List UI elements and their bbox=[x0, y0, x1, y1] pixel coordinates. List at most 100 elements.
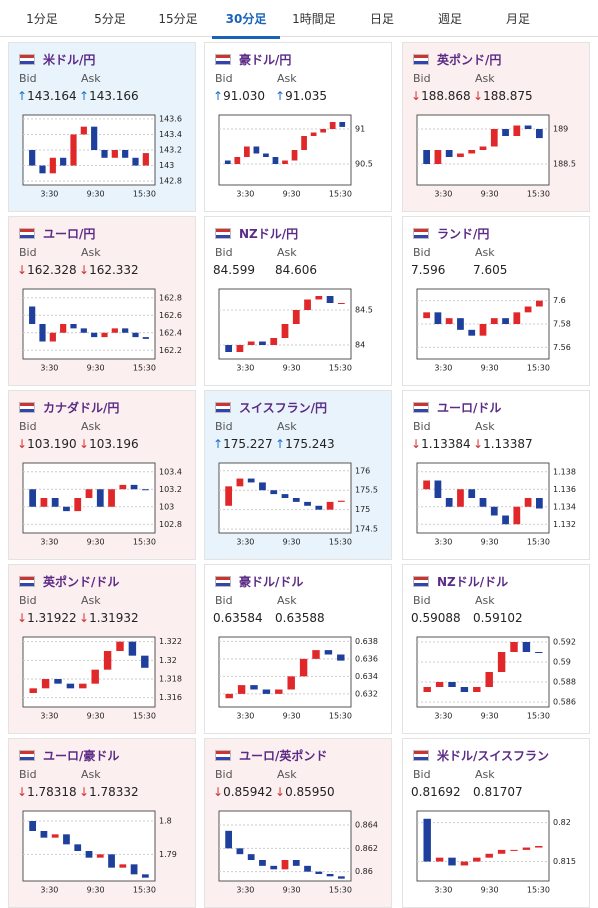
candle bbox=[111, 150, 118, 158]
bid-value: 0.81692 bbox=[411, 785, 461, 799]
y-tick-label: 189 bbox=[553, 125, 568, 134]
ask-label: Ask bbox=[475, 594, 495, 607]
trend-arrow: ↓ bbox=[79, 611, 90, 625]
timeframe-tab[interactable]: 月足 bbox=[505, 12, 530, 26]
bid-value: ↑143.164 bbox=[17, 89, 77, 103]
candle bbox=[116, 641, 124, 651]
x-tick-label: 15:30 bbox=[527, 538, 550, 547]
candle bbox=[490, 506, 498, 516]
pair-title: 米ドル/スイスフラン bbox=[437, 749, 550, 763]
candle bbox=[304, 865, 311, 872]
trend-arrow: ↓ bbox=[473, 89, 484, 103]
candle bbox=[479, 146, 487, 150]
candle bbox=[225, 345, 233, 352]
rate-panel[interactable]: スイスフラン/円 Bid Ask ↑175.227 ↑175.243 174.5 175 17… bbox=[204, 390, 392, 560]
rate-panel[interactable]: ランド/円 Bid Ask 7.596 7.605 7.56 7.58 7.6 3:30 9:30… bbox=[402, 216, 590, 386]
pair-title: 英ポンド/円 bbox=[437, 53, 502, 67]
bid-label: Bid bbox=[215, 246, 233, 259]
timeframe-tab[interactable]: 週足 bbox=[437, 12, 462, 26]
pair-title: ランド/円 bbox=[437, 227, 490, 241]
timeframe-tab[interactable]: 15分足 bbox=[158, 12, 198, 26]
rate-panel[interactable]: ユーロ/ドル Bid Ask ↓1.13384 ↓1.13387 1.132 1.134 1.… bbox=[402, 390, 590, 560]
rate-panel[interactable]: 米ドル/円 Bid Ask ↑143.164 ↑143.166 142.8 143 143.2… bbox=[8, 42, 196, 212]
rate-panel[interactable]: 豪ドル/円 Bid Ask ↑91.030 ↑91.035 90.5 91 3:30 9:30 1… bbox=[204, 42, 392, 212]
bid-label: Bid bbox=[215, 72, 233, 85]
y-tick-label: 7.58 bbox=[553, 320, 571, 329]
candle bbox=[513, 125, 521, 136]
flag-icon bbox=[413, 576, 429, 587]
candle bbox=[479, 498, 487, 507]
rate-panel[interactable]: NZドル/ドル Bid Ask 0.59088 0.59102 0.586 0.588 0.5… bbox=[402, 564, 590, 734]
rate-panel[interactable]: 英ポンド/円 Bid Ask ↓188.868 ↓188.875 188.5 189 3:30… bbox=[402, 42, 590, 212]
rate-panel[interactable]: 英ポンド/ドル Bid Ask ↓1.31922 ↓1.31932 1.316 1.318 1… bbox=[8, 564, 196, 734]
timeframe-tab[interactable]: 1時間足 bbox=[292, 12, 336, 26]
bid-price: 0.81692 bbox=[411, 785, 461, 799]
candle bbox=[457, 153, 464, 157]
candle bbox=[41, 679, 50, 689]
x-tick-label: 3:30 bbox=[236, 712, 254, 721]
candle bbox=[119, 864, 127, 868]
x-tick-label: 9:30 bbox=[283, 190, 301, 199]
mini-chart: 102.8 103 103.2 103.4 3:30 9:30 15:30 bbox=[22, 462, 182, 547]
candle bbox=[141, 874, 149, 878]
x-tick-label: 3:30 bbox=[236, 190, 254, 199]
trend-arrow: ↑ bbox=[213, 437, 224, 451]
y-tick-label: 1.132 bbox=[553, 520, 576, 529]
ask-label: Ask bbox=[277, 594, 297, 607]
bid-value: 0.63584 bbox=[213, 611, 263, 625]
candle bbox=[299, 658, 308, 677]
mini-chart: 0.632 0.634 0.636 0.638 3:30 9:30 15:30 bbox=[218, 636, 378, 721]
x-tick-label: 3:30 bbox=[236, 538, 254, 547]
bid-label: Bid bbox=[215, 594, 233, 607]
candle bbox=[29, 821, 37, 831]
bid-price: 0.63584 bbox=[213, 611, 263, 625]
candle bbox=[473, 857, 481, 862]
candle bbox=[29, 489, 37, 507]
candle bbox=[142, 337, 149, 339]
candle bbox=[39, 324, 46, 342]
rate-panel[interactable]: 米ドル/スイスフラン Bid Ask 0.81692 0.81707 0.815 0.82 3… bbox=[402, 738, 590, 908]
candle bbox=[142, 153, 149, 166]
x-tick-label: 9:30 bbox=[481, 886, 499, 895]
ask-label: Ask bbox=[475, 420, 495, 433]
candle bbox=[292, 860, 300, 866]
y-tick-label: 84.5 bbox=[355, 306, 373, 315]
pair-title: NZドル/ドル bbox=[437, 575, 509, 589]
ask-price: 91.035 bbox=[285, 89, 328, 103]
candle bbox=[497, 849, 506, 854]
bid-label: Bid bbox=[19, 594, 37, 607]
candle bbox=[510, 642, 518, 652]
timeframe-tab[interactable]: 日足 bbox=[369, 12, 394, 26]
rate-panel[interactable]: 豪ドル/ドル Bid Ask 0.63584 0.63588 0.632 0.634 0.63… bbox=[204, 564, 392, 734]
candle bbox=[259, 860, 266, 866]
bid-label: Bid bbox=[413, 72, 431, 85]
candle bbox=[111, 328, 118, 333]
candle bbox=[79, 683, 87, 689]
candle bbox=[270, 865, 278, 870]
ask-label: Ask bbox=[277, 420, 297, 433]
ask-price: 1.78332 bbox=[89, 785, 139, 799]
y-tick-label: 143 bbox=[159, 161, 174, 170]
mini-chart: 1.316 1.318 1.32 1.322 3:30 9:30 15:30 bbox=[22, 636, 182, 721]
y-tick-label: 188.5 bbox=[553, 160, 576, 169]
candle bbox=[535, 652, 543, 653]
timeframe-tab[interactable]: 5分足 bbox=[94, 12, 126, 26]
candle bbox=[91, 332, 98, 338]
timeframe-tab[interactable]: 30分足 bbox=[212, 8, 280, 39]
ask-label: Ask bbox=[81, 72, 101, 85]
candle bbox=[312, 650, 320, 659]
rate-panel[interactable]: NZドル/円 Bid Ask 84.599 84.606 84 84.5 3:30 9:30 15… bbox=[204, 216, 392, 386]
rate-panel[interactable]: ユーロ/豪ドル Bid Ask ↓1.78318 ↓1.78332 1.79 1.8 3:30… bbox=[8, 738, 196, 908]
rate-panel[interactable]: ユーロ/円 Bid Ask ↓162.328 ↓162.332 162.2 162.4 162… bbox=[8, 216, 196, 386]
trend-arrow: ↑ bbox=[275, 89, 286, 103]
timeframe-tab[interactable]: 1分足 bbox=[26, 12, 58, 26]
rate-panel[interactable]: ユーロ/英ポンド Bid Ask ↓0.85942 ↓0.85950 0.86 0.862 0… bbox=[204, 738, 392, 908]
bid-value: ↓1.31922 bbox=[17, 611, 77, 625]
y-tick-label: 103.4 bbox=[159, 467, 182, 476]
rate-panel[interactable]: カナダドル/円 Bid Ask ↓103.190 ↓103.196 102.8 103 103… bbox=[8, 390, 196, 560]
candle bbox=[132, 157, 139, 166]
bid-label: Bid bbox=[19, 72, 37, 85]
flag-icon bbox=[19, 750, 35, 761]
y-tick-label: 176 bbox=[355, 466, 370, 475]
candle bbox=[326, 501, 334, 510]
